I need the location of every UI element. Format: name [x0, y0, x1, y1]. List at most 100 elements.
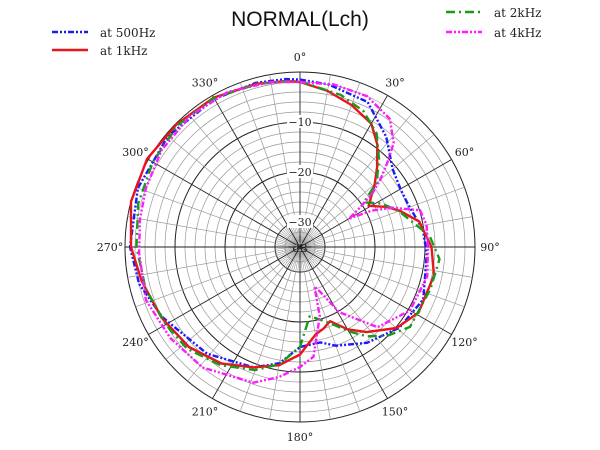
legend-label: at 2kHz [494, 6, 541, 20]
legend: at 500Hz at 1kHz at 2kHz at 4kHz [52, 6, 541, 58]
grid-spoke-inner [297, 251, 300, 272]
grid-spoke [148, 246, 301, 335]
grid-spoke-inner [275, 247, 296, 250]
grid-spoke [212, 95, 301, 248]
grid-spoke-inner [275, 247, 296, 252]
angle-tick-label: 30° [385, 76, 405, 89]
series-line-at-500hz [128, 77, 428, 369]
grid-spoke-inner [279, 232, 297, 245]
angle-tick-label: 180° [287, 431, 314, 444]
grid-spoke [187, 112, 285, 229]
grid-spoke [135, 186, 277, 239]
grid-spoke-inner [301, 251, 311, 270]
grid-spoke-inner [304, 238, 324, 246]
grid-spoke [239, 82, 292, 224]
grid-spoke [135, 255, 277, 308]
grid-spoke [299, 95, 388, 248]
grid-spoke [308, 270, 361, 412]
radial-tick-label: −30 [288, 216, 311, 229]
grid-spoke-inner [304, 248, 323, 258]
angle-tick-label: 0° [294, 51, 307, 64]
angle-tick-labels: 0° 30° 60° 90° 120° 150° 180° 210° 240° 270° 300° 3… [97, 51, 500, 444]
grid-spoke [269, 74, 297, 223]
grid-spoke [323, 186, 465, 239]
grid-spoke-inner [282, 250, 297, 265]
grid-spoke-inner [279, 249, 297, 262]
grid-spoke-inner [277, 248, 296, 258]
grid-spoke-inner [277, 236, 296, 246]
radial-tick-label: −20 [288, 166, 311, 179]
grid-spoke-inner [275, 240, 296, 246]
grid-spoke-inner [303, 229, 318, 244]
grid-spoke-inner [303, 232, 321, 245]
grid-spoke-inner [302, 226, 315, 244]
grid-spoke-inner [304, 244, 325, 247]
grid-spoke [299, 159, 452, 248]
radial-tick-label: −10 [288, 116, 311, 129]
grid-spoke-inner [304, 240, 325, 246]
grid-spoke [323, 255, 465, 308]
grid-spoke-inner [280, 230, 297, 245]
grid-spoke-inner [304, 247, 325, 250]
grid-spoke-inner [302, 227, 317, 244]
grid-spoke-inner [300, 251, 305, 272]
legend-label: at 4kHz [494, 26, 541, 40]
angle-tick-label: 120° [451, 336, 478, 349]
radial-label-bg [287, 165, 313, 178]
grid-spoke-inner [280, 249, 297, 264]
grid-spoke-inner [275, 248, 296, 254]
grid-spoke-inner [282, 229, 297, 244]
grid-spoke [303, 74, 331, 223]
grid-spoke-inner [283, 227, 298, 244]
grid-spoke-inner [303, 249, 321, 262]
grid-spoke [315, 112, 413, 229]
grid-spoke [165, 134, 282, 232]
grid-spoke-inner [275, 244, 296, 247]
grid-spoke [239, 270, 292, 412]
grid-spoke-inner [303, 250, 318, 265]
grid-spoke-inner [300, 251, 303, 272]
grid-spoke [324, 250, 473, 278]
grid-spoke-inner [295, 251, 300, 272]
angle-tick-label: 330° [192, 76, 219, 89]
radial-label-bg [287, 215, 313, 228]
angle-tick-label: 270° [97, 241, 124, 254]
angle-tick-label: 300° [122, 146, 149, 159]
grid-spoke [127, 250, 276, 278]
polar-grid [124, 71, 476, 423]
grid-spoke [303, 271, 331, 420]
grid-spoke-inner [302, 250, 315, 268]
series-line-at-1khz [129, 79, 436, 369]
grid-spoke [269, 271, 297, 420]
grid-spoke-inner [293, 251, 299, 272]
legend-label: at 500Hz [100, 26, 155, 40]
grid-spoke [315, 265, 413, 382]
grid-spoke-inner [304, 248, 325, 254]
series-group [128, 77, 441, 384]
angle-tick-label: 210° [192, 406, 219, 419]
grid-spoke-inner [285, 226, 298, 244]
radial-label-bg [287, 115, 313, 128]
grid-spoke-inner [301, 251, 307, 272]
grid-spoke [212, 246, 301, 399]
grid-spoke [318, 262, 435, 360]
grid-spoke-inner [304, 247, 325, 252]
series-line-at-4khz [137, 80, 430, 384]
grid-spoke-inner [302, 250, 317, 267]
grid-spoke-inner [304, 236, 323, 246]
grid-spoke [187, 265, 285, 382]
grid-spoke-inner [303, 230, 320, 245]
legend-label: at 1kHz [100, 44, 147, 58]
angle-tick-label: 90° [480, 241, 500, 254]
grid-spoke [299, 246, 388, 399]
angle-tick-label: 150° [382, 406, 409, 419]
radial-unit-label: dB [292, 242, 307, 255]
angle-tick-label: 240° [122, 336, 149, 349]
grid-spoke [299, 246, 452, 335]
grid-spoke-inner [289, 251, 299, 270]
grid-spoke-inner [304, 248, 324, 256]
grid-spoke [324, 216, 473, 244]
grid-spoke [148, 159, 301, 248]
grid-spoke [127, 216, 276, 244]
grid-spoke-inner [283, 250, 298, 267]
